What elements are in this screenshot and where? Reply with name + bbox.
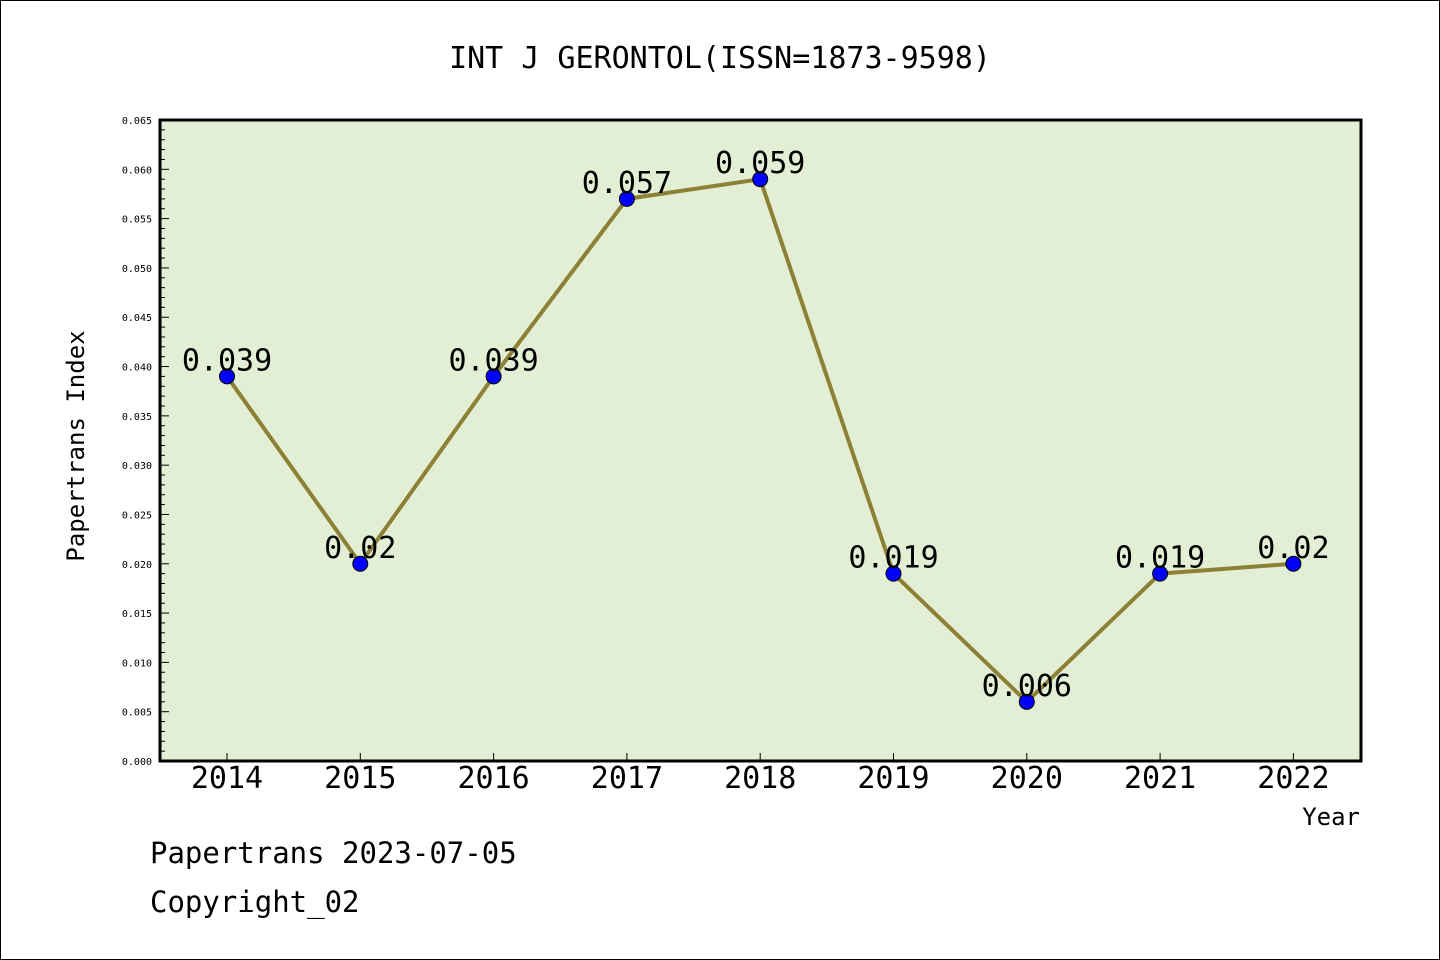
y-tick-label: 0.030 bbox=[122, 461, 152, 472]
x-tick-label: 2015 bbox=[324, 761, 396, 796]
y-axis-label: Papertrans Index bbox=[62, 330, 90, 561]
data-label: 0.02 bbox=[324, 531, 396, 566]
x-tick-label: 2018 bbox=[724, 761, 796, 796]
data-label: 0.039 bbox=[448, 343, 538, 378]
y-tick-label: 0.045 bbox=[122, 313, 152, 324]
x-tick-label: 2016 bbox=[457, 761, 529, 796]
y-tick-label: 0.035 bbox=[122, 412, 152, 423]
data-point bbox=[219, 368, 235, 385]
series-layer bbox=[219, 171, 1302, 710]
y-tick-label: 0.050 bbox=[122, 264, 152, 275]
y-tick-label: 0.060 bbox=[122, 165, 152, 176]
data-point bbox=[618, 190, 635, 207]
y-tick-label: 0.065 bbox=[122, 116, 152, 127]
y-tick-label: 0.020 bbox=[122, 560, 152, 571]
chart-title: INT J GERONTOL(ISSN=1873-9598) bbox=[449, 41, 991, 76]
y-tick-label: 0.040 bbox=[122, 363, 152, 374]
data-label: 0.02 bbox=[1257, 531, 1329, 566]
data-point bbox=[1285, 555, 1302, 572]
x-tick-label: 2014 bbox=[191, 761, 263, 796]
footer-copyright: Copyright_02 bbox=[150, 885, 360, 919]
data-labels: 0.039 0.02 0.039 0.057 0.059 0.019 0.006 0.019 0… bbox=[182, 146, 1330, 704]
y-tick-label: 0.015 bbox=[122, 609, 152, 620]
y-tick-label: 0.000 bbox=[122, 757, 152, 768]
data-point bbox=[352, 555, 369, 572]
y-axis: 0.000 0.005 0.010 0.015 0.020 0.025 0.030 0.035… bbox=[122, 116, 169, 768]
data-label: 0.059 bbox=[715, 146, 805, 181]
y-tick-label: 0.025 bbox=[122, 510, 152, 521]
data-label: 0.057 bbox=[582, 166, 672, 201]
x-tick-label: 2020 bbox=[991, 761, 1063, 796]
data-point bbox=[885, 565, 902, 582]
data-point bbox=[485, 368, 502, 385]
x-tick-label: 2017 bbox=[591, 761, 663, 796]
data-point bbox=[1018, 693, 1035, 710]
x-tick-label: 2019 bbox=[857, 761, 929, 796]
data-label: 0.006 bbox=[982, 669, 1072, 704]
y-tick-label: 0.005 bbox=[122, 708, 152, 719]
data-label: 0.039 bbox=[182, 343, 272, 378]
x-tick-label: 2022 bbox=[1257, 761, 1329, 796]
x-axis-label: Year bbox=[1302, 803, 1360, 831]
plot-area bbox=[158, 118, 1363, 763]
x-tick-label: 2021 bbox=[1124, 761, 1196, 796]
data-point bbox=[752, 171, 769, 188]
data-point bbox=[1152, 565, 1169, 582]
y-tick-label: 0.055 bbox=[122, 215, 152, 226]
x-axis: 2014 2015 2016 2017 2018 2019 2020 2021 2022 bbox=[191, 753, 1330, 796]
footer-date: Papertrans 2023-07-05 bbox=[150, 836, 517, 870]
data-label: 0.019 bbox=[848, 541, 938, 576]
y-tick-label: 0.010 bbox=[122, 658, 152, 669]
data-label: 0.019 bbox=[1115, 541, 1205, 576]
